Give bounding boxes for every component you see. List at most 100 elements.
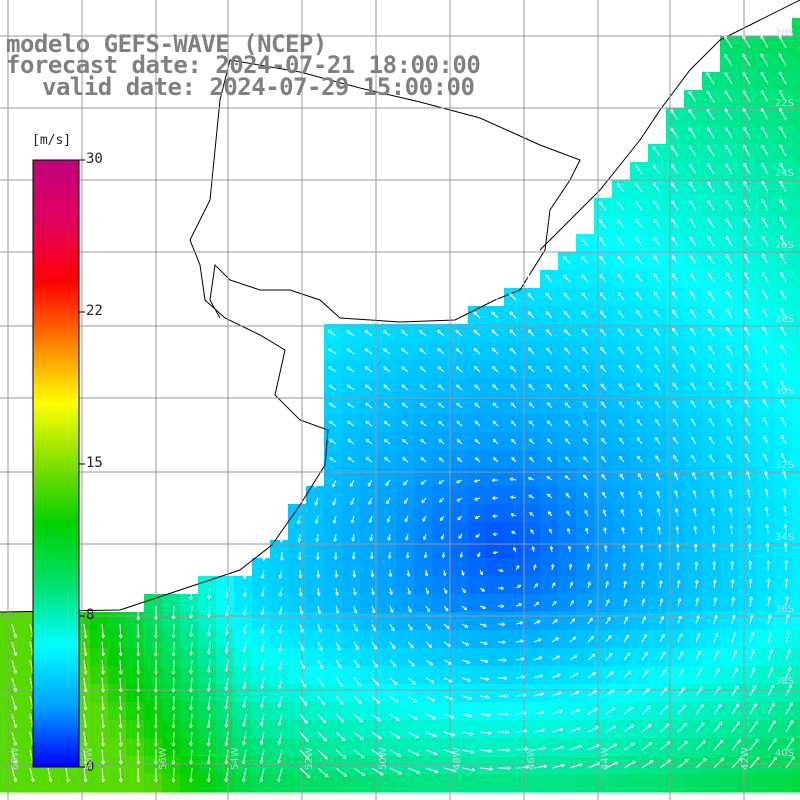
wind-arrow (780, 399, 787, 409)
wind-speed-cell (666, 162, 685, 181)
wind-arrow (640, 526, 643, 535)
wind-arrow (762, 381, 769, 391)
wind-speed-cell (594, 648, 613, 667)
lat-label: 34S (774, 532, 794, 543)
wind-arrow (659, 669, 667, 679)
wind-arrow (383, 348, 391, 355)
wind-arrow (279, 605, 283, 615)
wind-arrow (353, 695, 362, 705)
wind-arrow (728, 471, 733, 481)
wind-arrow (335, 713, 345, 723)
wind-arrow (479, 659, 489, 663)
wind-speed-cell (324, 522, 343, 541)
wind-speed-cell (702, 198, 721, 217)
wind-speed-cell (630, 630, 649, 649)
wind-arrow (690, 400, 697, 409)
wind-arrow (346, 330, 355, 337)
wind-speed-field (0, 18, 800, 793)
wind-arrow (461, 659, 470, 664)
wind-speed-cell (450, 702, 469, 721)
wind-arrow (83, 767, 87, 782)
wind-speed-cell (342, 342, 361, 361)
wind-speed-cell (702, 612, 721, 631)
wind-speed-cell (306, 486, 325, 505)
wind-arrow (563, 292, 571, 301)
wind-speed-cell (126, 684, 145, 703)
wind-speed-cell (540, 594, 559, 613)
wind-arrow (384, 439, 391, 445)
wind-speed-cell (702, 234, 721, 253)
wind-speed-cell (342, 630, 361, 649)
wind-arrow (599, 237, 607, 247)
wind-speed-cell (342, 396, 361, 415)
wind-speed-cell (522, 540, 541, 559)
wind-speed-cell (684, 774, 703, 793)
wind-arrow (635, 237, 643, 247)
wind-arrow (708, 363, 715, 373)
wind-speed-cell (594, 576, 613, 595)
wind-arrow (569, 672, 579, 679)
wind-speed-cell (378, 612, 397, 631)
wind-speed-cell (756, 216, 775, 235)
wind-arrow (83, 695, 87, 710)
wind-speed-cell (702, 630, 721, 649)
wind-speed-cell (432, 558, 451, 577)
lon-label: 56W (158, 747, 169, 770)
wind-arrow (761, 181, 769, 193)
wind-speed-cell (558, 720, 577, 739)
wind-arrow (731, 632, 736, 643)
wind-arrow (713, 650, 719, 661)
wind-speed-cell (486, 486, 505, 505)
wind-arrow (491, 329, 499, 337)
wind-arrow (419, 348, 427, 355)
wind-arrow (407, 767, 420, 774)
wind-speed-cell (684, 180, 703, 199)
wind-speed-cell (666, 702, 685, 721)
wind-speed-cell (126, 666, 145, 685)
wind-speed-cell (450, 504, 469, 523)
wind-arrow (749, 579, 752, 589)
wind-arrow (101, 623, 104, 638)
wind-speed-cell (540, 630, 559, 649)
wind-arrow (515, 621, 523, 625)
wind-speed-cell (234, 702, 253, 721)
wind-speed-cell (216, 576, 235, 595)
wind-arrow (659, 687, 668, 697)
wind-speed-cell (756, 198, 775, 217)
wind-speed-cell (756, 162, 775, 181)
wind-speed-cell (648, 522, 667, 541)
wind-speed-cell (648, 540, 667, 559)
wind-arrow (569, 618, 576, 625)
wind-speed-cell (630, 612, 649, 631)
lat-label: 30S (774, 386, 794, 397)
wind-speed-cell (792, 396, 800, 415)
wind-arrow (383, 366, 391, 373)
wind-arrow (706, 109, 715, 121)
wind-arrow (11, 641, 17, 656)
wind-speed-cell (126, 756, 145, 775)
wind-arrow (329, 457, 337, 463)
wind-arrow (443, 767, 457, 772)
wind-arrow (491, 293, 499, 301)
wind-speed-cell (792, 468, 800, 487)
wind-speed-cell (684, 162, 703, 181)
wind-arrow (225, 713, 229, 728)
wind-speed-cell (738, 720, 757, 739)
wind-arrow (764, 471, 769, 481)
wind-speed-cell (756, 432, 775, 451)
wind-speed-cell (738, 198, 757, 217)
colorbar-tick-30: 30 (86, 151, 103, 167)
wind-speed-cell (0, 756, 19, 775)
wind-speed-cell (756, 54, 775, 73)
wind-arrow (639, 509, 643, 517)
wind-arrow (641, 760, 654, 769)
wind-speed-cell (738, 180, 757, 199)
wind-arrow (707, 218, 715, 229)
wind-speed-cell (792, 630, 800, 649)
wind-speed-cell (792, 72, 800, 91)
wind-speed-cell (684, 504, 703, 523)
wind-speed-cell (774, 684, 793, 703)
wind-speed-cell (756, 270, 775, 289)
wind-speed-cell (630, 360, 649, 379)
wind-arrow (278, 659, 283, 670)
